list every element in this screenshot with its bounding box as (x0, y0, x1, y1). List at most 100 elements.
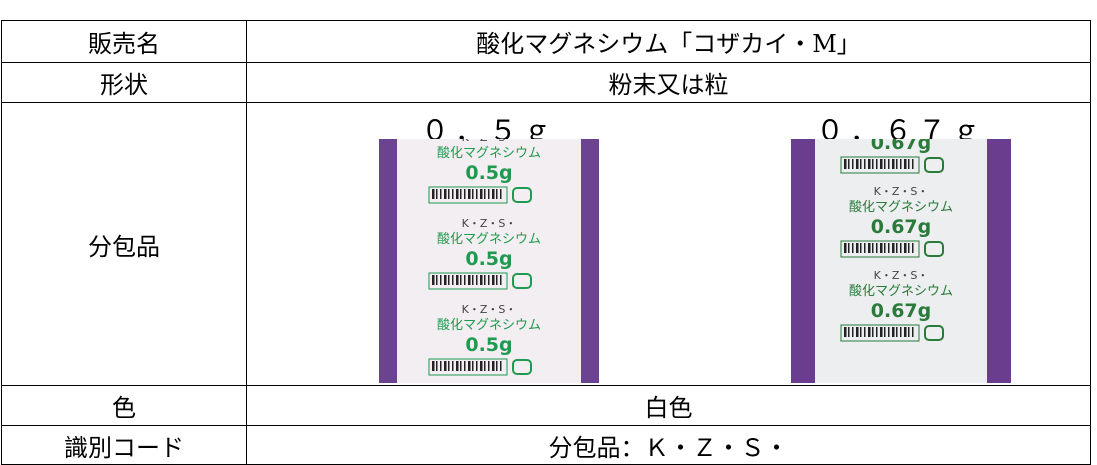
barcode-bar (860, 327, 862, 337)
barcode-bar (440, 275, 442, 285)
barcode-bar (456, 361, 459, 371)
packet-name: 酸化マグネシウム (437, 232, 541, 247)
barcode-bar (452, 275, 454, 285)
barcode-bar (440, 189, 442, 199)
packet-dose: 0.5g (465, 334, 512, 356)
barcode (428, 186, 508, 204)
barcode-bar (860, 243, 862, 253)
barcode-bar (436, 189, 438, 199)
barcode-bar (888, 159, 890, 169)
barcode-bar (480, 189, 483, 199)
barcode-bar (844, 243, 847, 253)
package-photo: K・Z・S・酸化マグネシウム0.67gK・Z・S・酸化マグネシウム0.67gK・… (791, 139, 1011, 383)
barcode-bar (456, 275, 459, 285)
packet-code: K・Z・S・ (462, 217, 517, 230)
packet-code: K・Z・S・ (462, 139, 517, 144)
packet-code: K・Z・S・ (874, 269, 929, 282)
barcode-bar (464, 275, 466, 285)
barcode-bar (908, 327, 910, 337)
barcode-bar (500, 275, 502, 285)
barcode-bar (436, 361, 438, 371)
row-value: 粉末又は粒 (246, 62, 1091, 103)
row-value: ０．５ｇK・Z・S・酸化マグネシウム0.5gK・Z・S・酸化マグネシウム0.5g… (246, 102, 1091, 386)
barcode-bar (492, 275, 495, 285)
barcode-bar (892, 243, 895, 253)
barcode-bar (904, 327, 907, 337)
barcode-bar (904, 243, 907, 253)
barcode-bar (872, 327, 874, 337)
barcode-bar (848, 243, 850, 253)
packet-name: 酸化マグネシウム (849, 284, 953, 299)
row-value: 分包品：Ｋ・Ｚ・Ｓ・ (246, 425, 1091, 465)
barcode-bar (480, 275, 483, 285)
barcode-bar (484, 361, 486, 371)
package-photo: K・Z・S・酸化マグネシウム0.5gK・Z・S・酸化マグネシウム0.5gK・Z・… (379, 139, 599, 383)
barcode-bar (912, 327, 914, 337)
row-label: 形状 (1, 62, 247, 103)
barcode-bar (496, 275, 498, 285)
barcode (840, 240, 920, 258)
barcode-bar (464, 189, 466, 199)
barcode-bar (488, 275, 490, 285)
barcode-bar (484, 275, 486, 285)
barcode-bar (452, 361, 454, 371)
barcode-bar (852, 327, 854, 337)
barcode-bar (852, 243, 854, 253)
barcode-bar (848, 327, 850, 337)
barcode-bar (884, 243, 886, 253)
recycle-mark (512, 187, 532, 203)
barcode-bar (448, 189, 450, 199)
barcode-bar (900, 243, 902, 253)
barcode-bar (908, 243, 910, 253)
barcode-bar (484, 189, 486, 199)
recycle-mark (924, 325, 944, 341)
barcode-bar (868, 327, 871, 337)
barcode (840, 324, 920, 342)
barcode-bar (876, 243, 878, 253)
barcode-bar (448, 275, 450, 285)
barcode-bar (468, 361, 471, 371)
barcode-bar (900, 159, 902, 169)
barcode-bar (500, 361, 502, 371)
barcode-bar (876, 327, 878, 337)
barcode-bar (856, 327, 859, 337)
row-label: 識別コード (1, 425, 247, 465)
barcode-bar (456, 189, 459, 199)
barcode-bar (492, 361, 495, 371)
barcode-bar (432, 275, 435, 285)
barcode-bar (896, 327, 898, 337)
row-value: 酸化マグネシウム「コザカイ・M」 (246, 20, 1091, 63)
recycle-mark (924, 157, 944, 173)
barcode-bar (868, 159, 871, 169)
row-label: 販売名 (1, 20, 247, 63)
packet (815, 139, 987, 383)
barcode-bar (452, 189, 454, 199)
barcode-bar (444, 275, 447, 285)
barcode-bar (864, 159, 866, 169)
barcode-bar (488, 361, 490, 371)
barcode-bar (908, 159, 910, 169)
barcode-bar (472, 275, 474, 285)
barcode-bar (896, 159, 898, 169)
barcode-bar (912, 159, 914, 169)
barcode-bar (480, 361, 483, 371)
barcode-bar (896, 243, 898, 253)
barcode-bar (868, 243, 871, 253)
barcode-bar (476, 189, 478, 199)
recycle-mark (512, 273, 532, 289)
row-value: 白色 (246, 385, 1091, 426)
barcode (428, 358, 508, 376)
barcode-bar (880, 243, 883, 253)
barcode (428, 272, 508, 290)
barcode-bar (844, 159, 847, 169)
barcode-bar (872, 159, 874, 169)
barcode-bar (892, 159, 895, 169)
barcode-bar (488, 189, 490, 199)
barcode-bar (436, 275, 438, 285)
barcode-bar (852, 159, 854, 169)
packet (397, 139, 581, 383)
barcode-bar (460, 361, 462, 371)
barcode-bar (864, 243, 866, 253)
barcode-bar (876, 159, 878, 169)
